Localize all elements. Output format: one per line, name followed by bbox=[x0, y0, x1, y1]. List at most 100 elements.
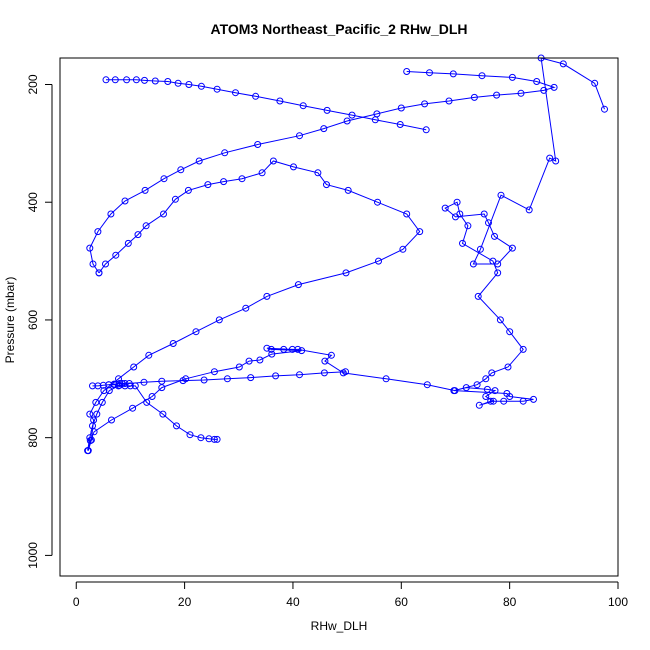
data-point bbox=[533, 78, 541, 85]
plot-area bbox=[84, 54, 608, 455]
y-tick-label: 1000 bbox=[26, 542, 40, 569]
data-point bbox=[396, 121, 404, 128]
data-point bbox=[267, 345, 275, 353]
data-point bbox=[321, 357, 329, 365]
data-point bbox=[269, 157, 277, 165]
data-point bbox=[508, 73, 516, 81]
data-point bbox=[118, 380, 126, 387]
data-point bbox=[559, 60, 567, 68]
data-point bbox=[213, 85, 221, 93]
data-point bbox=[445, 97, 453, 105]
data-point bbox=[238, 175, 246, 183]
data-point bbox=[210, 368, 218, 376]
data-point bbox=[171, 195, 179, 203]
chart-title: ATOM3 Northeast_Pacific_2 RHw_DLH bbox=[211, 21, 468, 37]
series-line bbox=[87, 57, 605, 451]
data-point bbox=[205, 435, 213, 443]
data-point bbox=[506, 328, 514, 336]
data-point bbox=[105, 381, 113, 389]
data-point bbox=[491, 387, 499, 395]
data-point bbox=[343, 117, 351, 125]
data-point bbox=[89, 422, 96, 430]
data-point bbox=[449, 70, 457, 78]
data-point bbox=[141, 186, 149, 194]
data-point bbox=[173, 422, 180, 430]
y-axis: 200 400 600 800 1000 bbox=[26, 74, 53, 569]
data-point bbox=[314, 169, 322, 177]
data-point bbox=[102, 260, 109, 268]
data-point bbox=[115, 375, 122, 383]
data-point bbox=[320, 125, 328, 133]
data-point bbox=[453, 198, 461, 206]
data-point bbox=[134, 231, 142, 239]
data-point bbox=[550, 83, 558, 91]
data-point bbox=[375, 257, 382, 265]
data-point bbox=[145, 351, 153, 359]
data-point bbox=[342, 368, 349, 376]
data-point bbox=[397, 104, 405, 112]
data-point bbox=[192, 328, 200, 336]
data-point bbox=[416, 228, 424, 236]
data-point bbox=[254, 141, 262, 148]
data-point bbox=[131, 382, 139, 390]
data-point bbox=[496, 316, 504, 324]
series-line bbox=[106, 79, 427, 131]
data-point bbox=[102, 76, 110, 84]
data-point bbox=[374, 198, 381, 206]
data-point bbox=[268, 350, 276, 358]
data-point bbox=[504, 363, 512, 371]
data-point bbox=[464, 222, 472, 230]
data-point bbox=[204, 181, 212, 189]
data-point bbox=[489, 257, 497, 265]
data-point bbox=[497, 191, 505, 199]
data-point bbox=[296, 371, 303, 379]
data-point bbox=[290, 163, 297, 171]
data-point bbox=[323, 106, 331, 114]
y-axis-label: Pressure (mbar) bbox=[3, 277, 17, 364]
data-point bbox=[546, 154, 554, 162]
data-point bbox=[121, 197, 129, 205]
x-axis-label: RHw_DLH bbox=[311, 619, 368, 633]
data-point bbox=[403, 68, 411, 75]
data-point bbox=[517, 89, 525, 97]
data-point bbox=[441, 204, 449, 212]
data-point bbox=[469, 260, 477, 268]
data-point bbox=[123, 76, 131, 84]
data-point bbox=[494, 269, 502, 277]
data-point bbox=[540, 86, 548, 94]
data-point bbox=[500, 397, 508, 405]
data-point bbox=[232, 89, 239, 97]
data-point bbox=[519, 397, 527, 405]
x-tick-label: 60 bbox=[395, 595, 409, 609]
data-point bbox=[474, 292, 482, 300]
data-point bbox=[426, 69, 433, 77]
series-line bbox=[87, 371, 346, 451]
data-point bbox=[552, 157, 560, 165]
data-point bbox=[179, 377, 187, 385]
data-point bbox=[130, 363, 138, 371]
data-point bbox=[200, 376, 208, 384]
data-point bbox=[530, 395, 537, 403]
data-point bbox=[174, 79, 182, 87]
y-tick-label: 200 bbox=[26, 74, 40, 94]
data-point bbox=[132, 76, 140, 84]
data-point bbox=[451, 387, 459, 395]
data-point bbox=[94, 228, 102, 236]
data-point bbox=[476, 245, 484, 253]
data-point bbox=[263, 344, 271, 352]
y-tick-label: 400 bbox=[26, 192, 40, 212]
data-point bbox=[84, 447, 92, 455]
data-point bbox=[258, 169, 266, 177]
data-point bbox=[129, 404, 137, 412]
data-point bbox=[252, 92, 260, 100]
data-point bbox=[382, 375, 390, 383]
data-point bbox=[493, 91, 501, 99]
x-tick-label: 40 bbox=[286, 595, 300, 609]
data-point bbox=[93, 410, 101, 418]
data-point bbox=[263, 292, 271, 300]
data-point bbox=[169, 340, 177, 347]
data-point bbox=[89, 382, 96, 390]
data-point bbox=[288, 345, 296, 353]
data-point bbox=[108, 416, 115, 424]
